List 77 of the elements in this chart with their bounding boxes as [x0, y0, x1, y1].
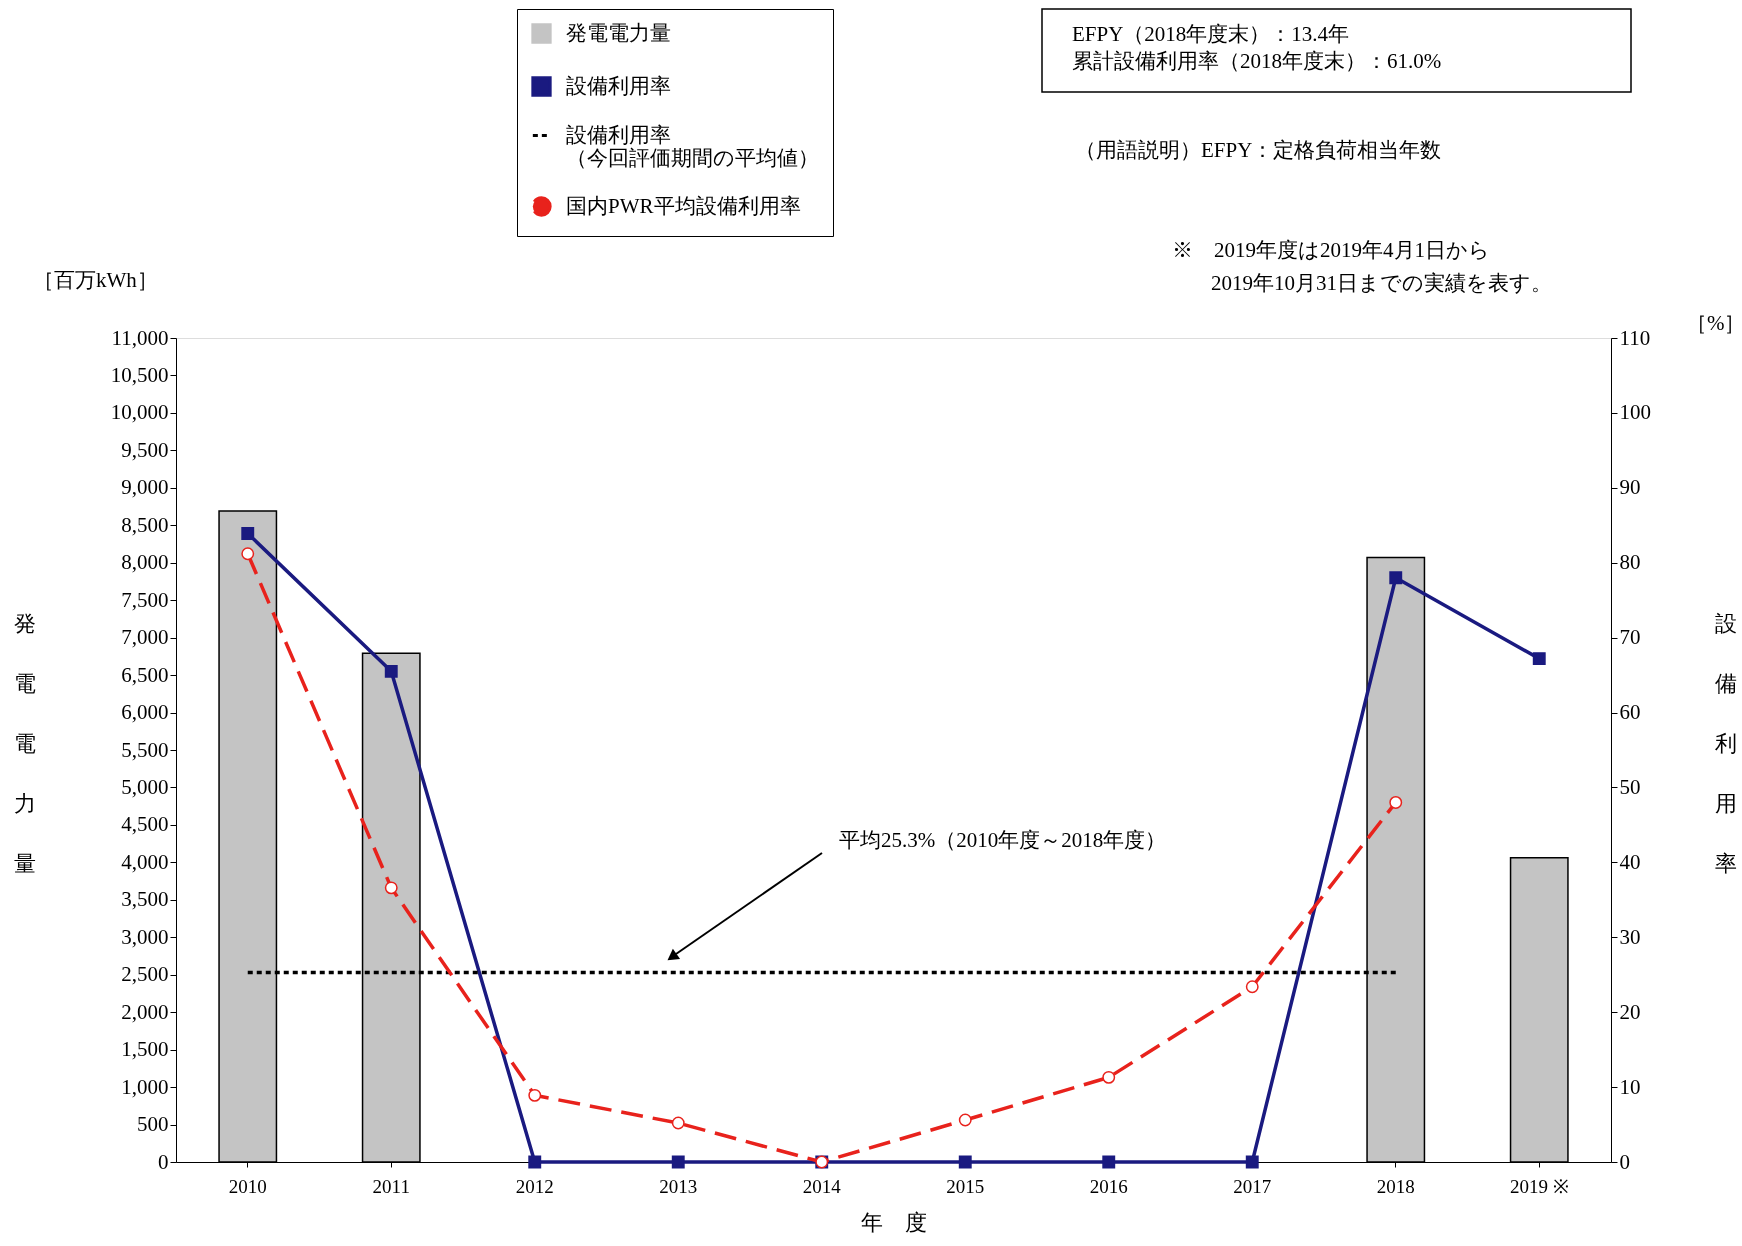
x-tick-label: 2014	[802, 1175, 842, 1197]
y-tick-label: 6,500	[121, 662, 169, 687]
y-tick-label: 2,500	[121, 962, 169, 987]
y-tick-label: 4,500	[121, 812, 169, 837]
y2-tick-label: 30	[1619, 924, 1641, 949]
x-axis-title: 年 度	[861, 1209, 927, 1235]
x-tick-label: 2012	[515, 1175, 554, 1197]
point	[1245, 980, 1259, 994]
x-tick-label: 2013	[659, 1175, 698, 1197]
y2-tick-label: 0	[1619, 1149, 1630, 1174]
point	[384, 664, 398, 678]
y2-tick-label: 60	[1619, 700, 1641, 725]
y2-tick-label: 10	[1619, 1074, 1641, 1099]
y2-tick-label: 40	[1619, 849, 1641, 874]
y2-tick-label: 20	[1619, 999, 1641, 1024]
y-tick-label: 3,000	[121, 924, 169, 949]
y2-tick-label: 90	[1619, 475, 1641, 500]
point	[958, 1155, 972, 1169]
point	[241, 527, 255, 540]
y2-tick-label: 50	[1619, 774, 1641, 799]
y-tick-label: 500	[137, 1112, 169, 1137]
y2-tick-label: 110	[1619, 325, 1651, 350]
text: 累計設備利用率（2018年度末）：61.0%	[1072, 49, 1442, 73]
point	[384, 881, 398, 895]
legend-label: 設備利用率（今回評価期間の平均値）	[566, 122, 819, 170]
point	[1389, 571, 1403, 585]
point	[1102, 1070, 1116, 1084]
text: 2019年10月31日までの実績を表す。	[1211, 271, 1552, 295]
point	[528, 1155, 542, 1169]
y-tick-label: 2,000	[121, 999, 169, 1024]
y2-tick-label: 70	[1619, 625, 1641, 650]
point	[958, 1113, 972, 1127]
point	[241, 547, 255, 561]
y-tick-label: 1,500	[121, 1037, 169, 1062]
y-tick-label: 5,500	[121, 737, 169, 762]
text: ［%］	[1686, 311, 1742, 335]
x-tick-label: 2019 ※	[1509, 1175, 1569, 1197]
x-tick-label: 2015	[946, 1175, 985, 1197]
y-tick-label: 7,500	[121, 587, 169, 612]
x-tick-label: 2018	[1376, 1175, 1415, 1197]
point	[671, 1116, 685, 1130]
y-tick-label: 1,000	[121, 1074, 169, 1099]
y-tick-label: 11,000	[111, 325, 169, 350]
y2-tick-label: 100	[1619, 400, 1651, 425]
y-tick-label: 0	[158, 1149, 169, 1174]
text: ※ 2019年度は2019年4月1日から	[1172, 238, 1490, 262]
y-tick-label: 9,000	[121, 475, 169, 500]
legend-label: 国内PWR平均設備利用率	[566, 193, 801, 218]
x-tick-label: 2017	[1233, 1175, 1272, 1197]
x-tick-label: 2016	[1089, 1175, 1128, 1197]
y-tick-label: 4,000	[121, 849, 169, 874]
y-tick-label: 10,000	[110, 400, 169, 425]
y2-tick-label: 80	[1619, 550, 1641, 575]
text: 設備利用率	[1714, 610, 1737, 876]
y-tick-label: 7,000	[121, 625, 169, 650]
legend-label: 設備利用率	[566, 73, 671, 98]
text: 発電電力量	[13, 610, 36, 876]
point	[528, 1088, 542, 1102]
legend-label: 発電電力量	[566, 20, 671, 45]
y-tick-label: 10,500	[110, 362, 169, 387]
point	[1102, 1155, 1116, 1169]
y-tick-label: 3,500	[121, 887, 169, 912]
point	[671, 1155, 685, 1169]
y-tick-label: 6,000	[121, 700, 169, 725]
point	[1245, 1155, 1259, 1169]
text: （用語説明）EFPY：定格負荷相当年数	[1075, 138, 1442, 162]
annotation: 平均25.3%（2010年度～2018年度）	[839, 828, 1167, 852]
y-tick-label: 5,000	[121, 774, 169, 799]
y-tick-label: 8,000	[121, 550, 169, 575]
text: ［百万kWh］	[33, 268, 158, 292]
text: EFPY（2018年度末）：13.4年	[1072, 22, 1350, 46]
x-tick-label: 2011	[372, 1175, 410, 1197]
point	[1532, 652, 1546, 666]
x-tick-label: 2010	[228, 1175, 267, 1197]
y-tick-label: 8,500	[121, 512, 169, 537]
point	[1389, 796, 1403, 809]
y-tick-label: 9,500	[121, 437, 169, 462]
